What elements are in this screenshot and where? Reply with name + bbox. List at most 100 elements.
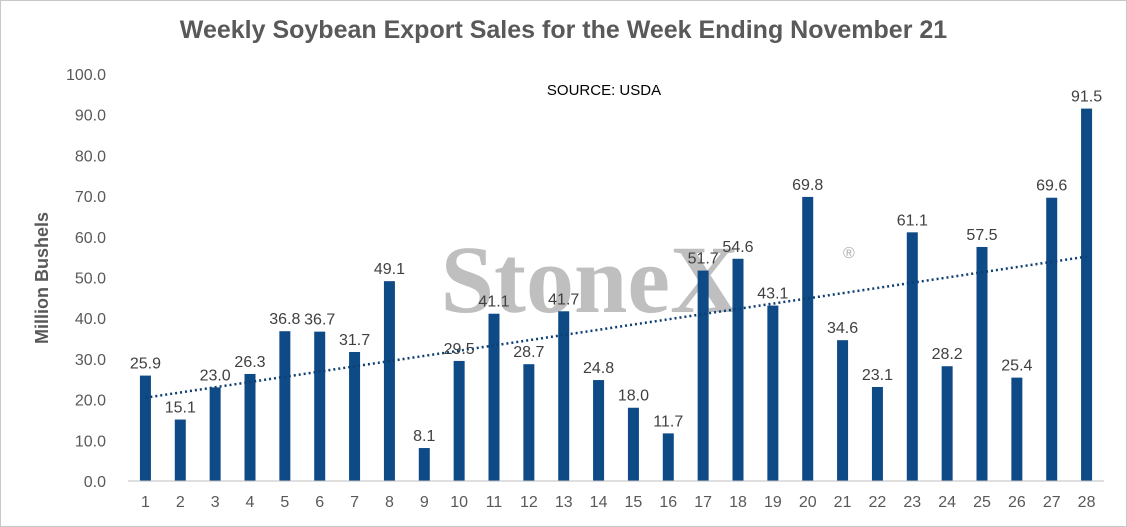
- data-label: 41.1: [478, 294, 509, 311]
- bar: [627, 407, 639, 481]
- bar: [1046, 197, 1058, 481]
- bar: [906, 232, 918, 481]
- x-tick-label: 21: [834, 494, 852, 511]
- x-tick-label: 13: [555, 494, 573, 511]
- x-tick-label: 14: [590, 494, 608, 511]
- watermark: StoneX ®: [441, 226, 855, 333]
- x-tick-label: 20: [799, 494, 817, 511]
- x-tick-label: 16: [659, 494, 677, 511]
- x-tick-label: 4: [246, 494, 255, 511]
- y-tick-label: 30.0: [75, 352, 106, 369]
- bar: [593, 380, 605, 481]
- bar: [383, 281, 395, 481]
- bar: [244, 373, 256, 481]
- x-tick-label: 22: [869, 494, 887, 511]
- data-label: 36.7: [304, 312, 335, 329]
- data-label: 69.8: [792, 177, 823, 194]
- bar: [174, 419, 186, 481]
- y-tick-label: 40.0: [75, 311, 106, 328]
- watermark-text: StoneX: [441, 226, 740, 333]
- bar: [767, 305, 779, 481]
- trendline: [145, 255, 1087, 399]
- chart-title: Weekly Soybean Export Sales for the Week…: [179, 16, 948, 44]
- data-label: 28.2: [932, 346, 963, 363]
- bar: [279, 331, 291, 481]
- y-tick-label: 60.0: [75, 230, 106, 247]
- data-label: 23.0: [200, 367, 231, 384]
- bar: [209, 387, 221, 481]
- x-tick-label: 15: [625, 494, 643, 511]
- bar: [418, 448, 430, 481]
- y-axis-ticks: 0.0 10.0 20.0 30.0 40.0 50.0 60.0 70.0 80.0 90.0 1…: [66, 67, 106, 491]
- data-label: 28.7: [513, 344, 544, 361]
- bar: [523, 364, 535, 481]
- x-tick-label: 6: [315, 494, 324, 511]
- y-tick-label: 70.0: [75, 189, 106, 206]
- x-tick-label: 9: [420, 494, 429, 511]
- x-tick-label: 24: [938, 494, 956, 511]
- data-label: 57.5: [966, 227, 997, 244]
- y-tick-label: 80.0: [75, 148, 106, 165]
- bar: [802, 196, 814, 481]
- x-tick-label: 1: [141, 494, 150, 511]
- x-tick-label: 18: [729, 494, 747, 511]
- data-label: 34.6: [827, 320, 858, 337]
- bar: [697, 270, 709, 481]
- y-tick-label: 90.0: [75, 108, 106, 125]
- data-label: 24.8: [583, 360, 614, 377]
- bar: [732, 258, 744, 481]
- source-annotation: SOURCE: USDA: [547, 82, 661, 99]
- bar: [314, 331, 326, 481]
- x-tick-label: 2: [176, 494, 185, 511]
- x-tick-label: 28: [1078, 494, 1096, 511]
- x-tick-label: 5: [280, 494, 289, 511]
- data-label: 69.6: [1036, 178, 1067, 195]
- data-label: 8.1: [413, 428, 435, 445]
- x-tick-label: 11: [486, 494, 503, 511]
- bar: [871, 386, 883, 481]
- data-label: 23.1: [862, 367, 893, 384]
- bar: [1011, 377, 1023, 481]
- data-label: 43.1: [757, 286, 788, 303]
- bar: [941, 366, 953, 481]
- data-labels: 25.9 15.123.026.3 36.8 36.731.7 49.1 8.1 29.5 4…: [130, 89, 1102, 445]
- data-label: 61.1: [897, 212, 928, 229]
- data-label: 36.8: [269, 311, 300, 328]
- x-tick-label: 23: [903, 494, 921, 511]
- data-label: 15.1: [165, 400, 196, 417]
- x-tick-label: 8: [385, 494, 394, 511]
- watermark-registered-mark: ®: [843, 245, 855, 262]
- data-label: 54.6: [722, 239, 753, 256]
- bar: [662, 433, 674, 481]
- bar: [837, 340, 849, 481]
- x-tick-label: 3: [211, 494, 220, 511]
- data-label: 25.9: [130, 356, 161, 373]
- y-tick-label: 20.0: [75, 393, 106, 410]
- data-label: 18.0: [618, 388, 649, 405]
- bar: [1081, 108, 1093, 481]
- data-label: 11.7: [653, 413, 683, 430]
- data-label: 49.1: [374, 261, 405, 278]
- x-tick-label: 12: [520, 494, 538, 511]
- data-label: 25.4: [1001, 358, 1032, 375]
- data-label: 91.5: [1071, 89, 1102, 106]
- y-tick-label: 100.0: [66, 67, 106, 84]
- x-tick-label: 19: [764, 494, 782, 511]
- data-label: 31.7: [339, 332, 370, 349]
- y-axis-label: Million Bushels: [32, 212, 52, 344]
- x-tick-label: 10: [450, 494, 468, 511]
- bar: [453, 360, 465, 481]
- x-axis-ticks: 1 2 3 4 5 6 7 8 9 10 11 12 13 14 15 16 17 18 19 20 21 22 23 24 2…: [141, 494, 1096, 511]
- data-label: 26.3: [234, 354, 265, 371]
- x-tick-label: 17: [694, 494, 712, 511]
- bar: [976, 246, 988, 481]
- x-tick-label: 27: [1043, 494, 1061, 511]
- bars: [139, 108, 1093, 481]
- bar: [488, 313, 500, 481]
- x-tick-label: 7: [350, 494, 359, 511]
- y-tick-label: 10.0: [75, 433, 106, 450]
- y-tick-label: 0.0: [84, 474, 106, 491]
- bar: [349, 351, 361, 481]
- bar: [139, 375, 151, 481]
